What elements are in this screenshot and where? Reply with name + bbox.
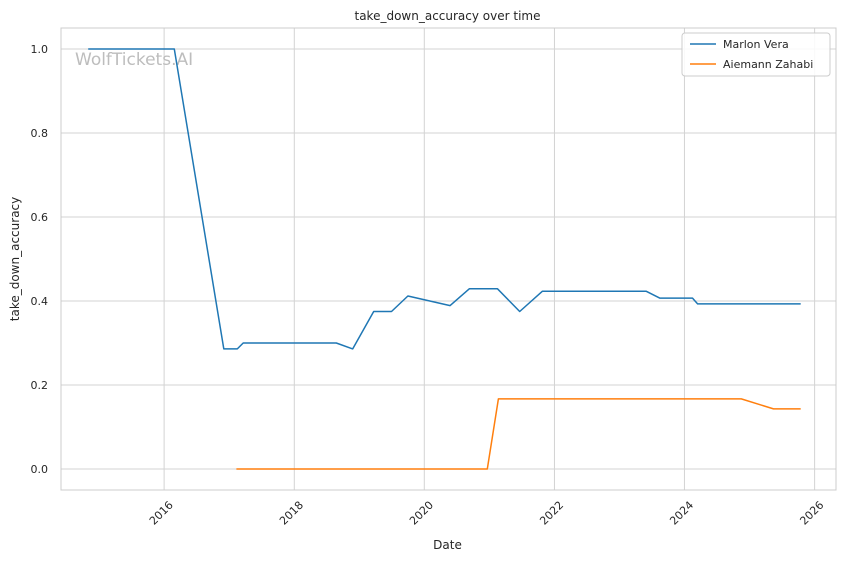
x-tick-label: 2022 [537, 499, 566, 528]
legend-label-marlon-vera: Marlon Vera [723, 38, 789, 51]
series-line-marlon-vera [88, 48, 801, 350]
y-tick-label: 0.4 [31, 295, 49, 308]
y-axis-ticks: 0.0 0.2 0.4 0.6 0.8 1.0 [31, 43, 49, 476]
gridlines [61, 28, 836, 490]
x-axis-ticks: 2016 2018 2020 2022 2024 2026 [147, 499, 827, 528]
legend: Marlon Vera Aiemann Zahabi [681, 32, 831, 77]
y-tick-label: 0.2 [31, 379, 49, 392]
y-tick-label: 0.8 [31, 127, 49, 140]
plot-area [60, 27, 837, 491]
watermark-text: WolfTickets.AI [75, 50, 193, 70]
x-axis-label: Date [433, 538, 462, 552]
x-tick-label: 2026 [797, 499, 826, 528]
x-tick-label: 2020 [407, 499, 436, 528]
y-tick-label: 1.0 [31, 43, 49, 56]
legend-label-aiemann-zahabi: Aiemann Zahabi [723, 58, 813, 71]
chart-title: take_down_accuracy over time [355, 9, 541, 23]
x-tick-label: 2018 [277, 499, 306, 528]
x-tick-label: 2024 [667, 499, 696, 528]
series-layer [88, 48, 801, 470]
y-tick-label: 0.6 [31, 211, 49, 224]
x-tick-label: 2016 [147, 499, 176, 528]
y-tick-label: 0.0 [31, 463, 49, 476]
legend-box [681, 32, 831, 77]
y-axis-label: take_down_accuracy [8, 197, 22, 321]
series-line-aiemann-zahabi [236, 398, 801, 470]
